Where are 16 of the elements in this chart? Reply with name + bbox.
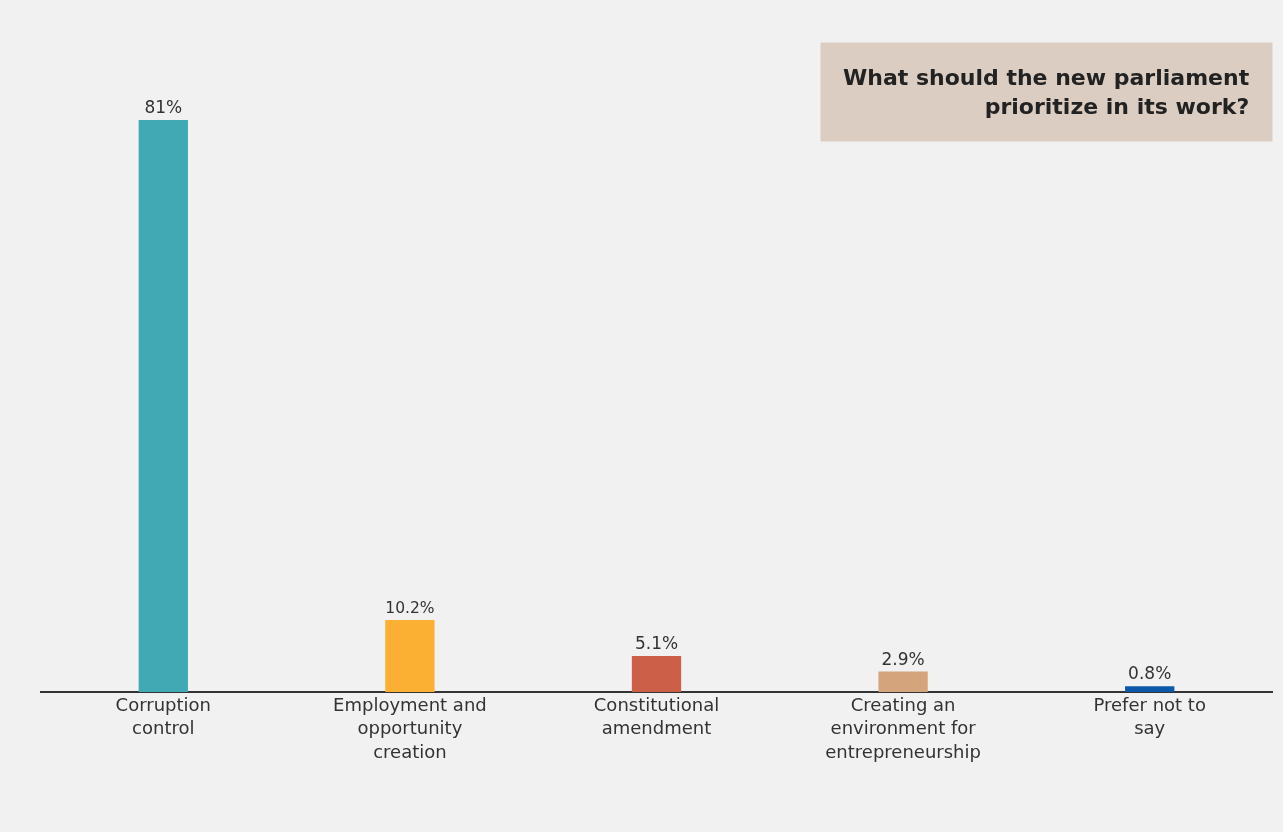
data-label: 81%: [144, 97, 183, 118]
x-tick-label: Corruption control: [115, 694, 211, 739]
bar: [631, 655, 682, 692]
x-tick-label: Prefer not to say: [1093, 694, 1206, 739]
x-tick-label: Constitutional amendment: [593, 694, 720, 739]
x-tick-label: Creating an environment for entrepreneurship: [825, 694, 981, 762]
bar: [385, 619, 435, 692]
data-label: 2.9%: [881, 648, 925, 669]
bar: [878, 671, 928, 692]
chart-title: What should the new parliament prioritize in its work?: [843, 65, 1250, 119]
x-tick-label: Employment and opportunity creation: [333, 694, 487, 762]
bar: [138, 120, 188, 692]
data-label: 0.8%: [1128, 663, 1172, 684]
bar: [1125, 686, 1175, 692]
data-label: 10.2%: [385, 599, 435, 618]
data-label: 5.1%: [634, 632, 679, 653]
